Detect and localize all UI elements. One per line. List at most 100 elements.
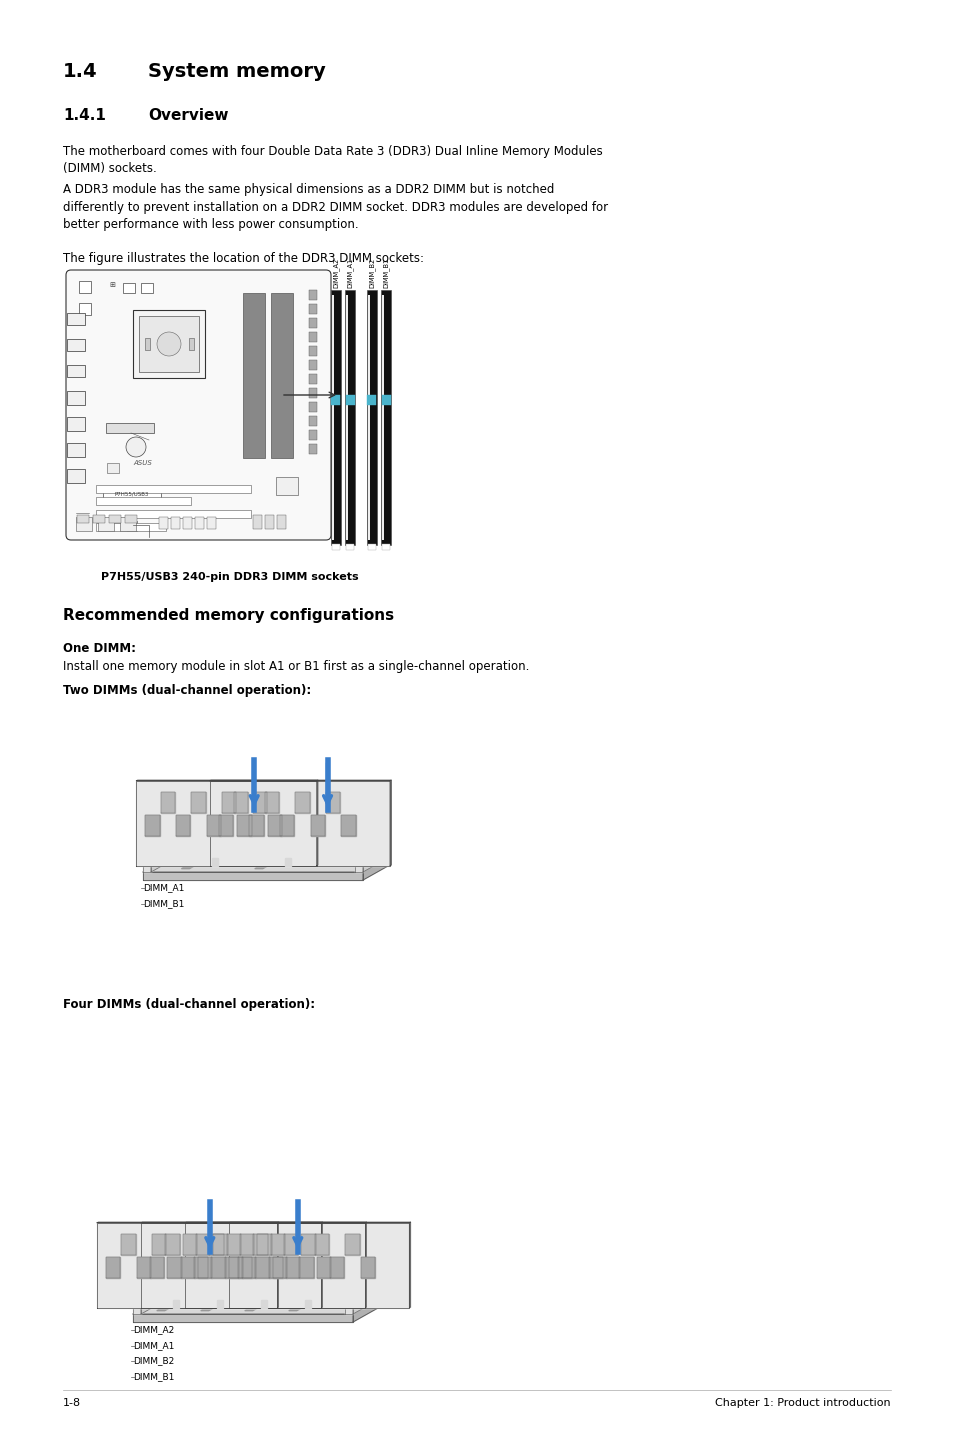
Polygon shape [229, 1257, 243, 1278]
Polygon shape [132, 1314, 353, 1322]
Bar [345, 290, 355, 545]
Text: Chapter 1: Product introduction: Chapter 1: Product introduction [715, 1398, 890, 1408]
Polygon shape [216, 1300, 222, 1307]
Bar [309, 360, 316, 370]
Bar [381, 290, 391, 545]
Bar [309, 318, 316, 328]
Bar [106, 423, 153, 433]
Polygon shape [363, 858, 387, 880]
Polygon shape [249, 815, 263, 835]
Polygon shape [193, 1257, 208, 1278]
Text: ASUS: ASUS [133, 460, 152, 466]
Polygon shape [285, 858, 291, 866]
Polygon shape [106, 1257, 120, 1278]
Text: 1-8: 1-8 [63, 1398, 81, 1408]
Bar [346, 295, 348, 541]
Polygon shape [316, 1257, 331, 1278]
Polygon shape [301, 1234, 315, 1255]
Polygon shape [330, 1257, 344, 1278]
Polygon shape [240, 1234, 254, 1255]
Polygon shape [180, 1257, 194, 1278]
Text: 1.4.1: 1.4.1 [63, 108, 106, 124]
Polygon shape [271, 1234, 285, 1255]
Polygon shape [227, 1234, 241, 1255]
Bar [207, 518, 215, 529]
Bar [141, 283, 152, 293]
Text: System memory: System memory [148, 62, 325, 81]
Polygon shape [197, 1257, 213, 1278]
Polygon shape [245, 1307, 259, 1310]
Polygon shape [156, 1307, 172, 1310]
Bar [253, 515, 262, 529]
Bar [79, 303, 91, 315]
Bar [309, 388, 316, 398]
Polygon shape [409, 1222, 410, 1307]
Polygon shape [209, 1234, 224, 1255]
Polygon shape [353, 1280, 365, 1314]
Bar [67, 443, 85, 457]
Polygon shape [185, 1222, 365, 1307]
Bar [139, 316, 199, 372]
Polygon shape [237, 815, 252, 835]
Bar [67, 313, 85, 325]
Polygon shape [321, 1222, 322, 1307]
Bar [109, 515, 121, 523]
Polygon shape [257, 1234, 272, 1255]
Bar [144, 338, 150, 349]
Polygon shape [233, 792, 248, 812]
Bar [125, 515, 137, 523]
Polygon shape [195, 1234, 211, 1255]
Polygon shape [182, 1234, 197, 1255]
Polygon shape [212, 858, 218, 866]
Text: A DDR3 module has the same physical dimensions as a DDR2 DIMM but is notched
dif: A DDR3 module has the same physical dime… [63, 183, 607, 232]
Bar [382, 295, 384, 541]
Bar [76, 518, 91, 531]
Bar [67, 339, 85, 351]
Bar [275, 477, 297, 495]
Text: DIMM_A2: DIMM_A2 [132, 1326, 174, 1334]
Bar [96, 485, 251, 493]
Bar [243, 293, 265, 457]
FancyBboxPatch shape [66, 270, 331, 541]
Bar [67, 417, 85, 431]
Bar [367, 290, 376, 545]
Polygon shape [360, 1257, 375, 1278]
Circle shape [128, 515, 136, 523]
Text: DIMM_B1: DIMM_B1 [143, 899, 184, 907]
Polygon shape [160, 792, 174, 812]
Text: DIMM_A1: DIMM_A1 [143, 883, 184, 893]
Polygon shape [268, 815, 282, 835]
Polygon shape [207, 815, 221, 835]
Polygon shape [295, 792, 310, 812]
Polygon shape [269, 1257, 283, 1278]
Polygon shape [365, 1222, 366, 1307]
Polygon shape [141, 1280, 152, 1314]
Polygon shape [172, 1300, 178, 1307]
Bar [96, 510, 251, 518]
Polygon shape [150, 1257, 164, 1278]
Text: The motherboard comes with four Double Data Rate 3 (DDR3) Dual Inline Memory Mod: The motherboard comes with four Double D… [63, 145, 602, 175]
Polygon shape [260, 1300, 267, 1307]
Text: DIMM_B1: DIMM_B1 [132, 1372, 174, 1380]
Polygon shape [286, 1257, 300, 1278]
Bar [77, 515, 89, 523]
Bar [309, 303, 316, 313]
Bar [96, 498, 191, 505]
Bar [123, 283, 135, 293]
Bar [107, 463, 119, 473]
Text: Install one memory module in slot A1 or B1 first as a single-channel operation.: Install one memory module in slot A1 or … [63, 660, 529, 673]
Text: 1.4: 1.4 [63, 62, 97, 81]
Text: Recommended memory configurations: Recommended memory configurations [63, 608, 394, 623]
Polygon shape [97, 1222, 277, 1307]
Bar [309, 290, 316, 301]
Polygon shape [210, 781, 390, 866]
Bar [382, 544, 390, 549]
Bar [381, 395, 391, 404]
Bar [309, 374, 316, 384]
Polygon shape [143, 837, 163, 844]
Polygon shape [200, 1307, 215, 1310]
Bar [127, 521, 137, 531]
Bar [189, 338, 193, 349]
Polygon shape [218, 815, 233, 835]
Circle shape [157, 332, 181, 357]
